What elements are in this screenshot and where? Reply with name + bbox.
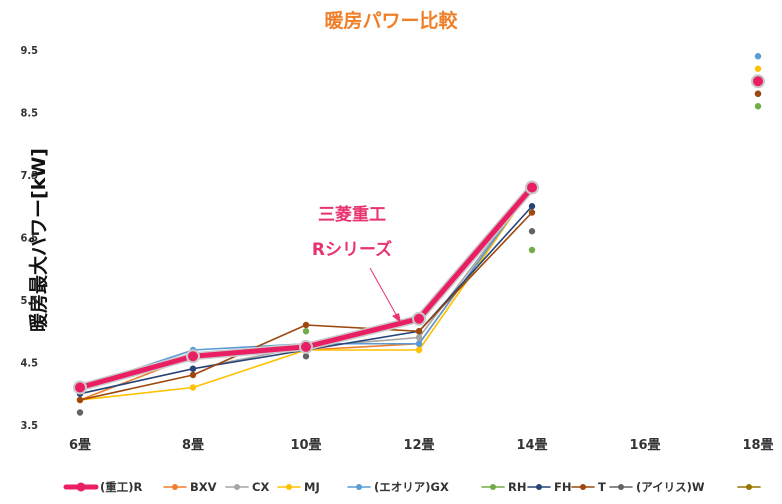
series-point (754, 53, 762, 60)
series-point (73, 380, 87, 395)
legend-label: CX (252, 480, 269, 494)
legend-swatch-point (536, 484, 542, 490)
x-tick-label: 14畳 (516, 438, 547, 453)
legend-label: FH (554, 480, 571, 494)
series-point (299, 339, 313, 354)
legend-label: (エオリア)GX (374, 480, 449, 494)
legend-swatch-point (618, 484, 624, 490)
series-point (415, 334, 423, 341)
series-point (189, 365, 197, 372)
series-point (186, 349, 200, 364)
legend-label: RH (508, 480, 526, 494)
annotation-line-1: 三菱重工 (318, 204, 386, 225)
chart-title: 暖房パワー比較 (324, 9, 458, 32)
series-0 (73, 74, 765, 395)
series-point (76, 396, 84, 404)
series-point (415, 340, 423, 347)
y-tick-label: 4.5 (20, 357, 38, 370)
y-tick-label: 5.5 (20, 294, 38, 307)
legend-label: (重工)R (100, 480, 143, 494)
legend-swatch-point (286, 484, 292, 490)
legend-label: (アイリス)W (636, 480, 705, 494)
y-tick-label: 8.5 (20, 107, 38, 120)
annotation-arrow (369, 267, 399, 319)
series-point (754, 90, 762, 97)
x-tick-label: 16畳 (629, 438, 660, 453)
x-tick-label: 18畳 (742, 438, 773, 453)
legend-item-5: RH (481, 480, 526, 494)
legend-item-2: CX (225, 480, 269, 494)
series-point (76, 409, 84, 416)
annotation: 三菱重工 Rシリーズ (312, 204, 401, 323)
legend: (重工)R BXV CX MJ (エオリア)GX RH FH T (アイリス)W (63, 480, 761, 494)
x-tick-label: 8畳 (182, 438, 204, 453)
series-layer (73, 53, 765, 416)
series-point (528, 246, 536, 254)
legend-label: T (598, 480, 606, 494)
series-point (528, 203, 536, 210)
x-tick-label: 6畳 (69, 438, 91, 453)
legend-item-9 (737, 484, 761, 490)
series-8 (76, 228, 536, 416)
legend-swatch-point (490, 484, 496, 490)
series-3 (76, 65, 762, 404)
y-tick-label: 9.5 (20, 44, 38, 57)
series-point (302, 353, 310, 360)
series-point (302, 328, 310, 335)
y-tick-label: 7.5 (20, 169, 38, 182)
legend-swatch-point (580, 484, 586, 490)
series-point (302, 321, 310, 329)
series-point (754, 65, 762, 72)
annotation-arrowhead (392, 313, 401, 323)
legend-item-4: (エオリア)GX (347, 480, 449, 494)
series-point (525, 180, 539, 195)
series-5 (302, 103, 762, 335)
x-tick-label: 10畳 (290, 438, 321, 453)
legend-label: MJ (304, 480, 320, 494)
legend-item-6: FH (527, 480, 571, 494)
y-axis-label: 暖房最大パワー[kW] (27, 148, 50, 332)
series-point (415, 346, 423, 354)
legend-item-7: T (571, 480, 606, 494)
legend-item-1: BXV (163, 480, 217, 494)
series-point (528, 228, 536, 235)
y-tick-label: 3.5 (20, 419, 38, 432)
legend-swatch-point (746, 484, 752, 490)
legend-swatch-point (76, 482, 86, 492)
series-7 (76, 90, 762, 404)
series-point (189, 384, 197, 391)
y-tick-label: 6.5 (20, 232, 38, 245)
series-point (412, 311, 426, 326)
legend-item-3: MJ (277, 480, 320, 494)
series-line (79, 187, 533, 395)
annotation-line-2: Rシリーズ (312, 239, 392, 260)
legend-label: BXV (190, 480, 217, 494)
series-point (189, 371, 197, 379)
legend-swatch-point (234, 484, 240, 490)
legend-item-0: (重工)R (63, 480, 143, 494)
series-point (754, 103, 762, 110)
x-tick-label: 12畳 (403, 438, 434, 453)
legend-swatch-point (356, 484, 362, 490)
series-point (751, 74, 765, 89)
legend-swatch-point (172, 484, 178, 490)
legend-item-8: (アイリス)W (609, 480, 705, 494)
series-point (528, 209, 536, 216)
axes: 3.5 4.5 5.5 6.5 7.5 8.5 9.5 6畳 8畳 10畳 12畳 14畳 16畳 18畳 (20, 44, 773, 453)
series-point (415, 328, 423, 335)
